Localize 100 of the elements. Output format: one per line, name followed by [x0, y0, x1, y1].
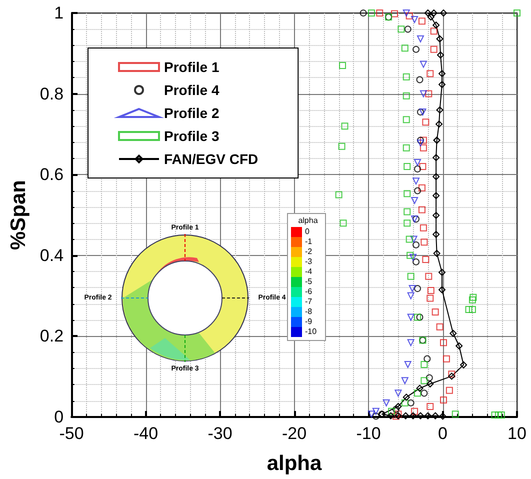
point — [468, 296, 476, 304]
point — [416, 136, 424, 144]
legend-label: Profile 3 — [164, 128, 220, 144]
point — [424, 355, 431, 362]
x-tick-label: -40 — [133, 424, 158, 443]
point — [465, 306, 472, 314]
annotation: -10 — [305, 327, 317, 337]
point — [390, 10, 398, 18]
point — [401, 399, 408, 406]
point — [414, 165, 422, 172]
y-axis-title: %Span — [7, 180, 30, 250]
point — [414, 285, 422, 292]
point — [433, 250, 440, 257]
annotation: -3 — [305, 257, 314, 267]
annotation: -7 — [305, 297, 314, 307]
point — [402, 116, 410, 124]
point — [420, 238, 428, 246]
point — [440, 396, 447, 404]
point — [404, 208, 411, 216]
point — [416, 314, 424, 321]
x-tick-label: -20 — [282, 424, 307, 443]
point — [438, 70, 446, 78]
point — [456, 342, 463, 350]
point — [430, 10, 438, 16]
point — [392, 412, 400, 420]
point — [426, 70, 434, 78]
annotation: -8 — [305, 307, 314, 317]
x-axis-title: alpha — [266, 452, 322, 475]
point — [404, 220, 411, 227]
point — [432, 173, 440, 180]
point — [407, 314, 414, 321]
point — [438, 268, 446, 276]
point — [341, 122, 348, 130]
point — [339, 62, 346, 70]
x-tick-label: -50 — [59, 424, 84, 443]
point — [392, 406, 400, 413]
y-tick-label: 0.2 — [40, 326, 64, 346]
point — [426, 374, 433, 382]
point — [420, 360, 428, 368]
point — [394, 390, 402, 397]
point — [420, 90, 427, 98]
point — [432, 308, 439, 316]
point — [420, 377, 428, 384]
point — [388, 408, 396, 415]
point — [452, 410, 459, 418]
point — [402, 73, 410, 80]
point — [372, 408, 380, 415]
point — [436, 323, 444, 330]
point — [407, 339, 414, 346]
point — [414, 390, 422, 397]
point — [372, 412, 380, 420]
point — [427, 14, 434, 21]
point — [376, 10, 384, 16]
point — [407, 272, 414, 280]
point — [470, 294, 477, 301]
point — [402, 10, 410, 16]
point — [438, 286, 446, 294]
point — [436, 106, 444, 114]
point — [420, 136, 427, 144]
point — [420, 144, 427, 152]
point — [368, 10, 375, 16]
point — [440, 339, 447, 346]
point — [425, 272, 432, 280]
point — [450, 330, 457, 337]
point — [432, 192, 440, 200]
point — [408, 285, 416, 292]
point — [360, 10, 367, 16]
x-tick-label: 10 — [508, 424, 526, 443]
point — [407, 399, 414, 406]
y-tick-label: 0.6 — [40, 165, 64, 184]
y-tick-label: 0.8 — [40, 84, 64, 104]
point — [398, 26, 405, 33]
legend-label: Profile 2 — [164, 105, 220, 121]
legend-label: Profile 1 — [164, 59, 220, 75]
point — [401, 44, 408, 52]
point — [406, 252, 414, 259]
point — [494, 411, 502, 418]
point — [412, 241, 420, 248]
point — [406, 236, 413, 243]
point — [340, 220, 347, 227]
point — [427, 287, 434, 294]
x-tick-label: -30 — [208, 424, 232, 443]
point — [436, 120, 443, 128]
point — [338, 142, 346, 150]
annotation: -4 — [305, 267, 314, 277]
point — [422, 118, 430, 126]
point — [498, 411, 505, 418]
y-tick-label: 0 — [54, 408, 64, 426]
point — [412, 178, 420, 185]
point — [410, 236, 418, 243]
point — [440, 10, 447, 16]
point — [491, 411, 498, 418]
point — [402, 394, 410, 401]
point — [404, 26, 412, 33]
point — [425, 90, 432, 98]
annotation: alpha — [297, 216, 319, 225]
y-tick-label: 0.4 — [40, 246, 64, 265]
point — [432, 22, 440, 29]
legend-label: Profile 4 — [164, 82, 220, 98]
point — [437, 52, 444, 59]
